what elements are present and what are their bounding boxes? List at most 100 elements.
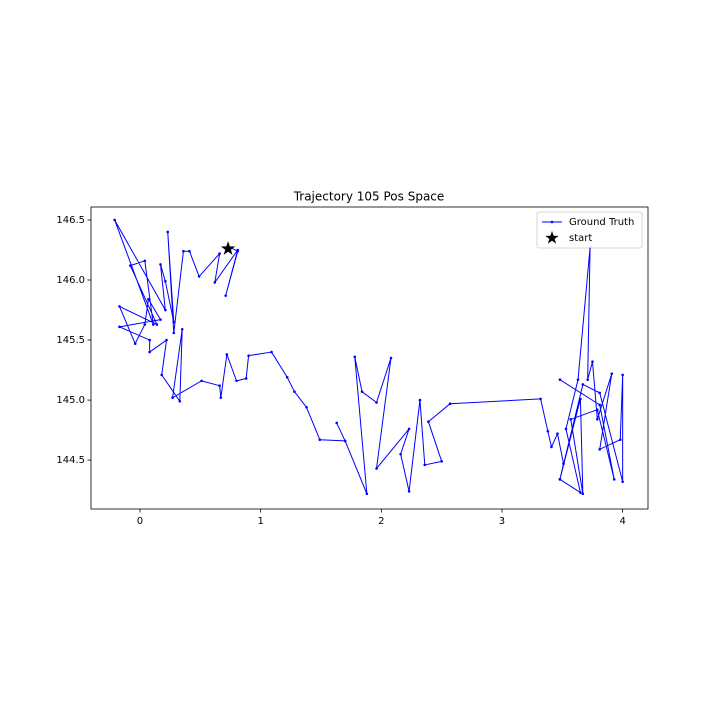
point — [556, 432, 559, 436]
point — [159, 263, 162, 266]
y-tick-label: 145.0 — [56, 395, 85, 406]
point — [293, 390, 296, 393]
legend-box — [536, 211, 643, 249]
point — [165, 338, 168, 342]
point — [360, 390, 364, 393]
point — [418, 398, 422, 402]
point — [172, 331, 176, 335]
point — [182, 249, 185, 253]
point — [151, 323, 155, 326]
point — [423, 463, 427, 467]
point — [148, 338, 151, 342]
point — [164, 308, 167, 312]
chart-title: Trajectory 105 Pos Space — [293, 190, 445, 204]
point — [318, 438, 322, 442]
point — [399, 452, 402, 456]
point — [598, 403, 602, 407]
point — [160, 373, 164, 377]
point — [581, 492, 585, 496]
y-tick-label: 146.5 — [56, 215, 85, 226]
point — [197, 275, 201, 278]
point — [235, 379, 238, 383]
point — [166, 230, 170, 234]
point — [427, 420, 430, 424]
point — [143, 259, 147, 263]
point — [147, 297, 150, 301]
point — [550, 445, 553, 449]
point — [129, 264, 132, 267]
point — [407, 427, 411, 431]
point — [539, 397, 542, 401]
x-tick-label: 2 — [378, 516, 384, 527]
point — [200, 379, 203, 383]
legend-marker — [545, 231, 559, 244]
point — [598, 448, 602, 451]
point — [219, 396, 223, 399]
point — [558, 378, 562, 381]
point — [118, 305, 121, 308]
point — [389, 356, 393, 360]
point — [353, 355, 357, 359]
point — [236, 248, 240, 252]
point — [375, 467, 378, 470]
x-tick-label: 0 — [137, 516, 143, 527]
point — [118, 325, 121, 329]
point — [305, 405, 308, 409]
point — [579, 491, 582, 494]
point — [285, 375, 289, 379]
point — [579, 397, 582, 401]
point — [133, 342, 137, 345]
point — [564, 427, 568, 431]
point — [448, 402, 452, 405]
point — [591, 360, 594, 363]
point — [576, 378, 580, 381]
point — [407, 490, 411, 493]
point — [218, 384, 221, 387]
point — [586, 378, 589, 381]
point — [224, 294, 227, 297]
point — [365, 492, 369, 496]
x-tick-label: 3 — [499, 516, 505, 527]
plot-frame — [90, 206, 649, 510]
point — [171, 396, 174, 399]
trajectory-line — [114, 219, 624, 495]
point — [225, 353, 229, 356]
y-tick-label: 145.5 — [56, 335, 85, 346]
point — [247, 354, 250, 357]
point — [440, 460, 443, 463]
start-marker — [220, 241, 236, 255]
point — [180, 327, 184, 331]
point — [172, 320, 176, 324]
point — [596, 408, 599, 411]
point — [143, 323, 147, 326]
point — [596, 418, 599, 421]
point — [621, 373, 624, 377]
point — [546, 430, 550, 433]
point — [612, 478, 616, 481]
point — [213, 281, 217, 284]
point — [569, 418, 573, 421]
point — [164, 279, 167, 283]
point — [558, 478, 562, 481]
point — [188, 249, 191, 253]
point — [343, 439, 347, 443]
point — [610, 372, 614, 375]
point — [562, 462, 565, 466]
legend-marker — [550, 220, 554, 224]
y-tick-label: 144.5 — [56, 455, 85, 466]
point — [218, 252, 221, 255]
point — [244, 377, 248, 380]
legend-label: start — [569, 233, 592, 244]
point — [581, 383, 585, 386]
point — [335, 421, 338, 425]
point — [598, 391, 602, 395]
point — [618, 438, 622, 442]
point — [270, 350, 273, 354]
point — [375, 401, 378, 404]
x-tick-label: 4 — [619, 516, 625, 527]
point — [178, 399, 182, 403]
x-tick-label: 1 — [257, 516, 263, 527]
point — [155, 323, 159, 326]
point — [159, 318, 162, 321]
